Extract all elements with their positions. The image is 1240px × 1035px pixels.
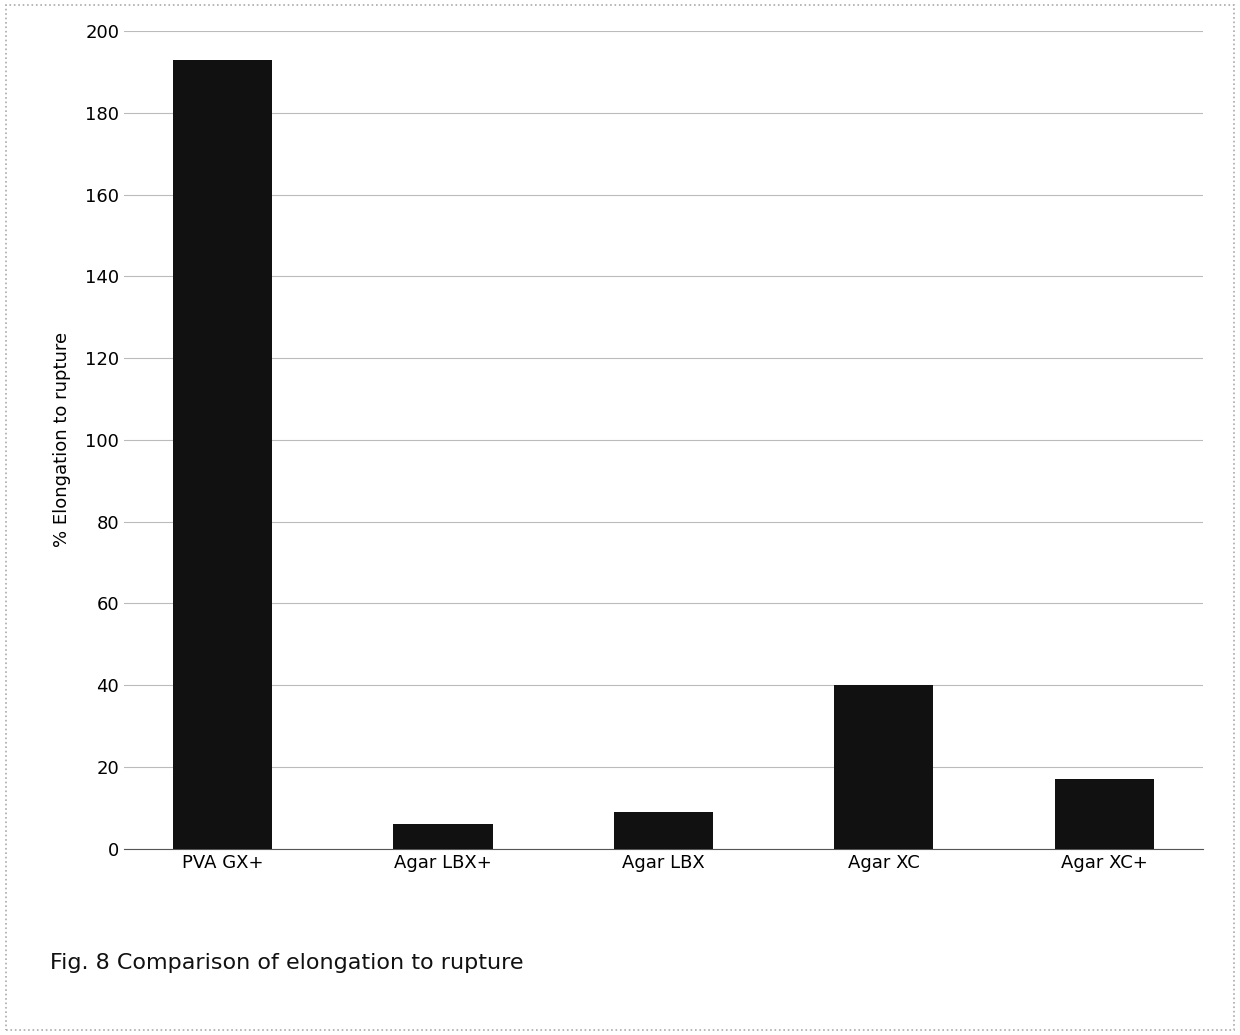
Y-axis label: % Elongation to rupture: % Elongation to rupture xyxy=(53,332,71,548)
Bar xyxy=(393,824,492,849)
Bar xyxy=(174,60,273,849)
Bar xyxy=(835,685,934,849)
Bar xyxy=(1054,779,1153,849)
Bar xyxy=(614,811,713,849)
Text: Fig. 8 Comparison of elongation to rupture: Fig. 8 Comparison of elongation to ruptu… xyxy=(50,953,523,973)
